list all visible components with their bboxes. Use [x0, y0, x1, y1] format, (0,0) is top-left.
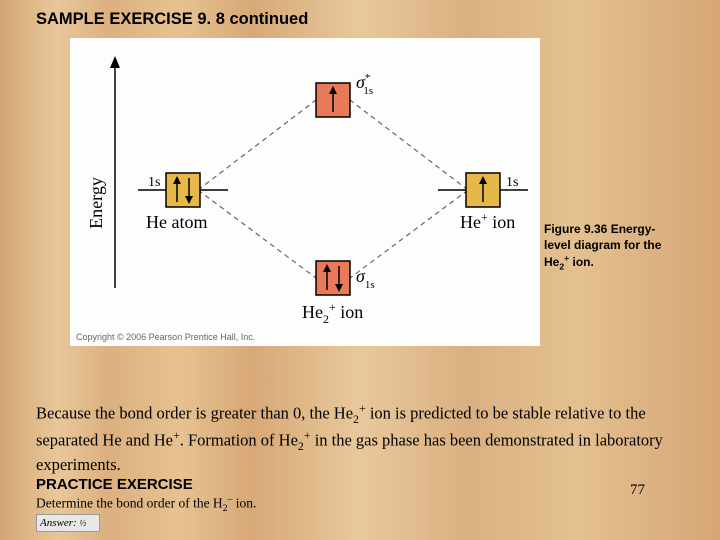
practice-question: Determine the bond order of the H2– ion. — [36, 494, 256, 514]
orbital-box-left — [166, 173, 200, 207]
left-species-label: He atom — [146, 212, 207, 232]
sigma-label: σ1s — [356, 266, 375, 291]
mo-sigma-box — [316, 261, 350, 295]
right-orbital-label: 1s — [506, 175, 518, 190]
mo-diagram: Energy 1s He atom 1s He+ ion σ*1s σ1s He… — [70, 38, 540, 346]
page-number: 77 — [630, 482, 645, 499]
dash-line — [350, 100, 468, 190]
answer-box: Answer: ½ — [36, 514, 100, 532]
left-orbital-label: 1s — [148, 175, 160, 190]
dash-line — [198, 100, 316, 190]
figure-caption: Figure 9.36 Energy- level diagram for th… — [544, 222, 684, 273]
dash-line — [350, 190, 468, 278]
body-paragraph: Because the bond order is greater than 0… — [36, 400, 684, 476]
energy-axis-label: Energy — [86, 177, 106, 229]
center-species-label: He2+ ion — [302, 300, 363, 326]
practice-heading: PRACTICE EXERCISE — [36, 476, 193, 493]
right-species-label: He+ ion — [460, 210, 515, 232]
sigma-star-label: σ*1s — [356, 72, 373, 97]
arrowhead-icon — [110, 56, 120, 68]
page-title: SAMPLE EXERCISE 9. 8 continued — [36, 10, 308, 29]
copyright-text: Copyright © 2006 Pearson Prentice Hall, … — [76, 332, 255, 342]
dash-line — [198, 190, 316, 278]
